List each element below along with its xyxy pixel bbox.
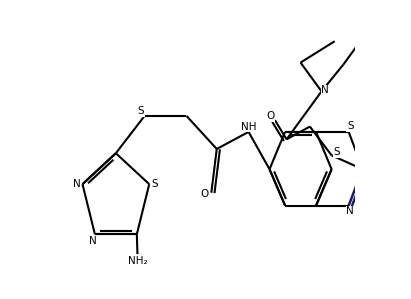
Text: O: O bbox=[266, 111, 275, 121]
Text: N: N bbox=[73, 179, 81, 189]
Text: N: N bbox=[321, 85, 329, 95]
Text: N: N bbox=[346, 206, 354, 216]
Text: S: S bbox=[137, 106, 144, 116]
Text: S: S bbox=[347, 121, 353, 131]
Text: O: O bbox=[200, 189, 208, 199]
Text: NH: NH bbox=[241, 122, 256, 132]
Text: S: S bbox=[333, 147, 340, 157]
Text: S: S bbox=[152, 179, 158, 189]
Text: NH₂: NH₂ bbox=[128, 256, 147, 266]
Text: N: N bbox=[90, 236, 97, 246]
